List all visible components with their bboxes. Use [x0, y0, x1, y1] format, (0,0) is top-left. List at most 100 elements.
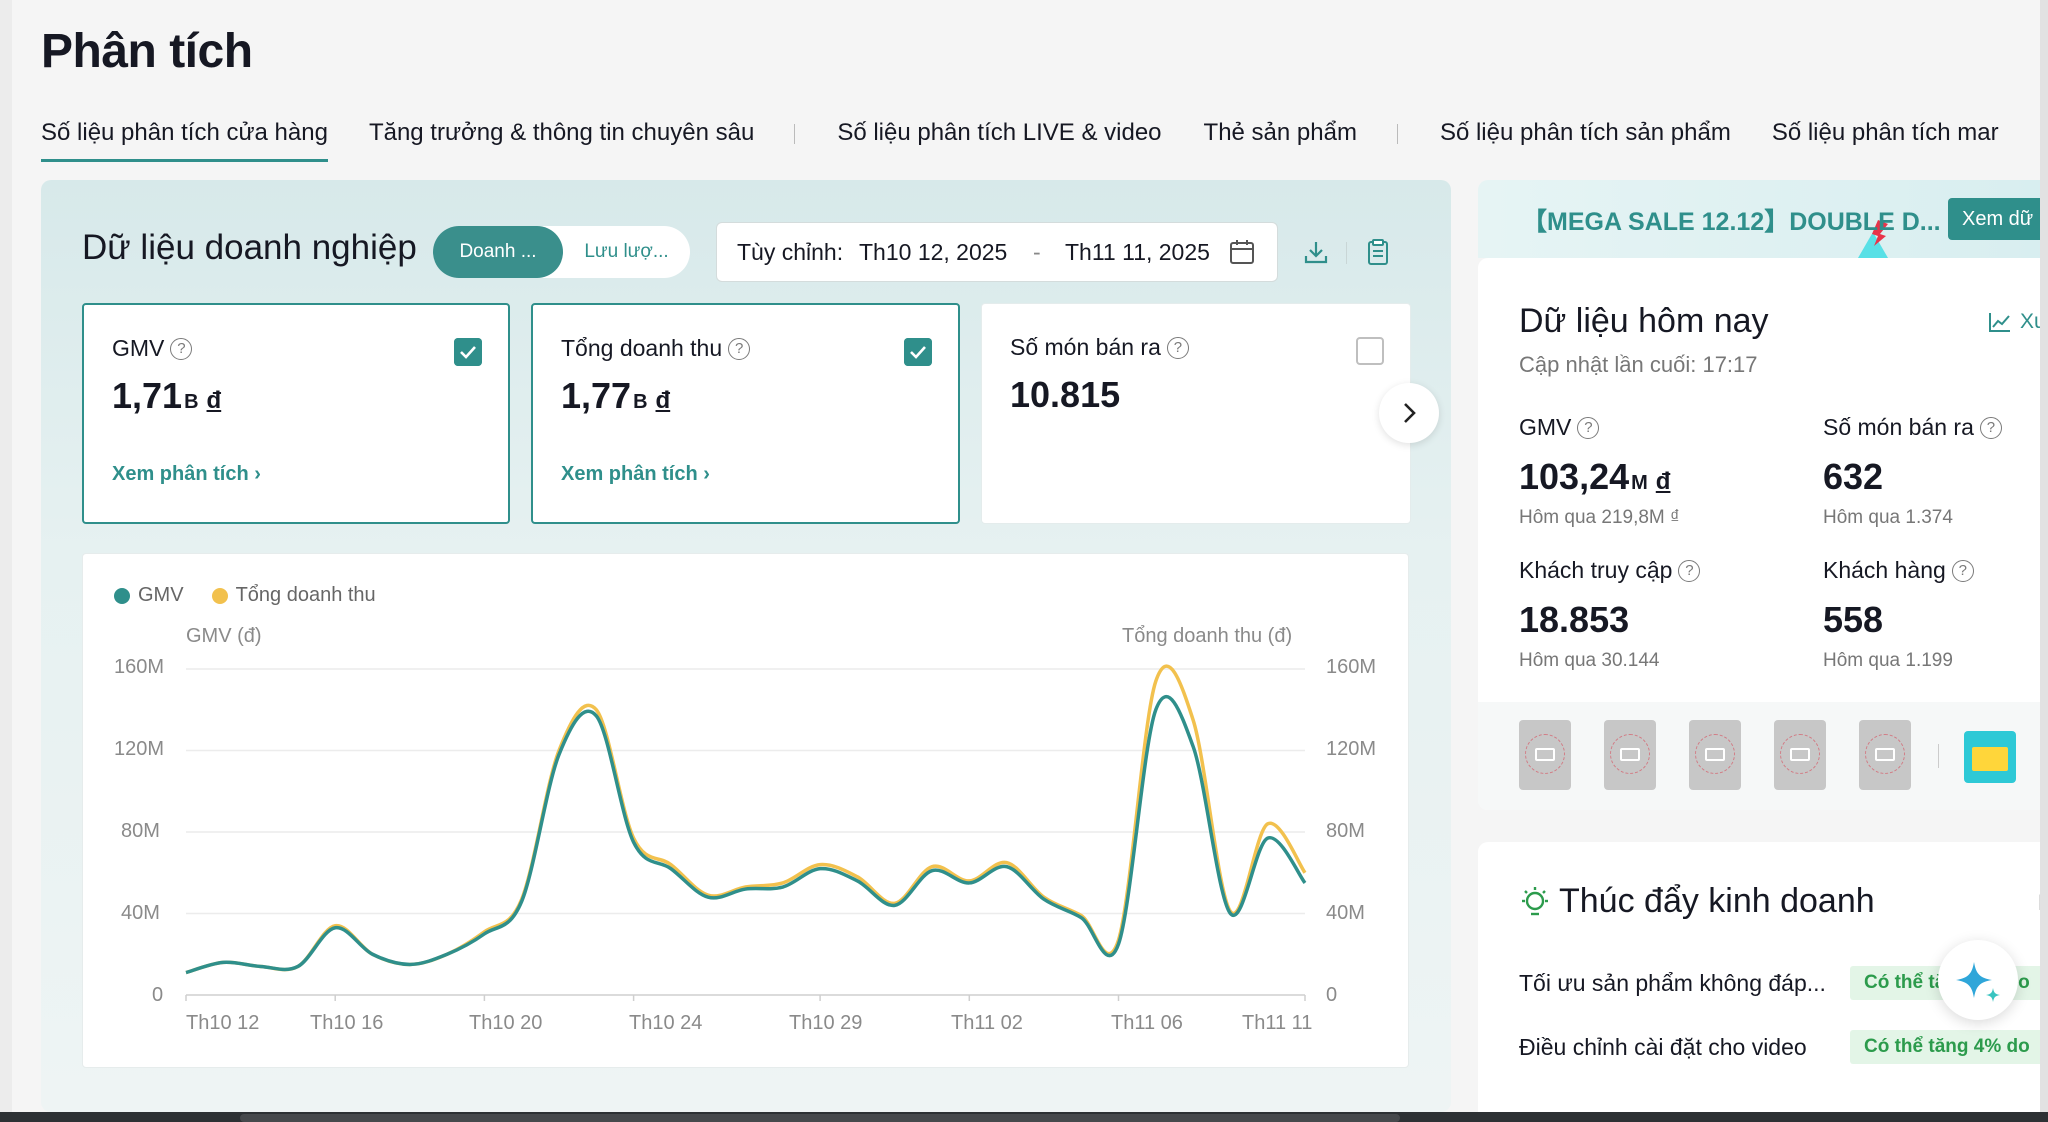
date-start[interactable]: Th10 12, 2025 — [859, 239, 1008, 265]
segment-revenue[interactable]: Doanh ... — [433, 226, 563, 278]
x-tick: Th10 12 — [186, 1012, 260, 1034]
toolbar-divider — [1346, 242, 1347, 264]
stat-previous: Hôm qua 30.144 — [1519, 650, 1660, 671]
video-thumbnail-icon[interactable] — [1519, 720, 1571, 790]
help-icon[interactable]: ? — [1166, 336, 1189, 359]
vertical-scrollbar[interactable] — [2040, 0, 2048, 1122]
metric-segment-control: Doanh ... Lưu lượ... — [433, 226, 690, 278]
trend-icon — [1989, 313, 2010, 332]
report-icon[interactable] — [1365, 238, 1391, 266]
stat-previous: Hôm qua 1.199 — [1823, 650, 1953, 671]
tab-divider — [794, 124, 796, 144]
segment-traffic[interactable]: Lưu lượ... — [584, 241, 669, 262]
x-tick: Th10 16 — [310, 1012, 384, 1034]
y-right-axis-title: Tổng doanh thu (đ) — [1122, 625, 1293, 647]
stat-previous: Hôm qua 219,8M ₫ — [1519, 507, 1680, 528]
legend-label-revenue[interactable]: Tổng doanh thu — [235, 584, 376, 606]
x-tick: Th10 20 — [469, 1012, 543, 1034]
promo-banner-text: 【MEGA SALE 12.12】DOUBLE D... — [1522, 208, 1941, 236]
tab-product-cards[interactable]: Thẻ sản phẩm — [1203, 119, 1357, 146]
view-analysis-link[interactable]: Xem phân tích › — [561, 463, 710, 485]
series-line-gmv[interactable] — [185, 694, 1307, 975]
today-data-title: Dữ liệu hôm nay — [1519, 302, 1769, 340]
video-thumbnail-icon[interactable] — [1689, 720, 1741, 790]
next-kpi-button[interactable] — [1379, 383, 1439, 443]
legend-label-gmv[interactable]: GMV — [138, 584, 184, 606]
x-tick: Th10 29 — [789, 1012, 863, 1034]
download-icon[interactable] — [1303, 238, 1329, 266]
tab-growth-insights[interactable]: Tăng trưởng & thông tin chuyên sâu — [368, 119, 755, 146]
check-icon[interactable] — [454, 338, 482, 366]
x-tick: Th10 24 — [629, 1012, 703, 1034]
sparkle-icon — [1956, 962, 2000, 1002]
y-right-tick: 0 — [1326, 984, 1338, 1006]
y-right-tick: 120M — [1326, 738, 1377, 760]
tab-marketing-analytics[interactable]: Số liệu phân tích mar — [1771, 119, 1999, 146]
y-right-tick: 40M — [1326, 902, 1365, 924]
kpi-unit: B — [184, 391, 199, 413]
chevron-right-icon — [1404, 403, 1416, 423]
checkbox-icon[interactable] — [1356, 337, 1384, 365]
check-icon[interactable] — [904, 338, 932, 366]
tab-store-analytics[interactable]: Số liệu phân tích cửa hàng — [41, 112, 328, 162]
stat-number: 103,24 — [1519, 456, 1630, 497]
legend-dot-revenue — [211, 587, 228, 604]
legend-dot-gmv — [114, 587, 130, 604]
kpi-label: GMV? — [112, 335, 193, 362]
window-edge — [0, 0, 12, 1122]
boost-item[interactable]: Điều chỉnh cài đặt cho video — [1519, 1034, 1807, 1060]
video-thumbnail-icon[interactable] — [1604, 720, 1656, 790]
calendar-icon[interactable] — [1229, 239, 1255, 265]
promo-banner[interactable]: 【MEGA SALE 12.12】DOUBLE D... Xem dữ li — [1478, 180, 2048, 258]
y-left-tick: 0 — [152, 984, 164, 1006]
business-boost-title: Thúc đẩy kinh doanh — [1559, 882, 1875, 920]
x-tick: Th11 02 — [951, 1012, 1023, 1034]
stat-label: Số món bán ra? — [1823, 414, 2002, 441]
stat-value: 18.853 — [1519, 599, 1630, 640]
thumb-divider — [1938, 744, 1939, 768]
horizontal-scrollbar[interactable] — [0, 1112, 2048, 1122]
voucher-thumbnail-icon[interactable] — [1964, 731, 2016, 783]
video-thumbnail-icon[interactable] — [1859, 720, 1911, 790]
date-range-picker[interactable]: Tùy chỉnh: Th10 12, 2025 - Th11 11, 2025 — [716, 222, 1278, 282]
y-left-tick: 120M — [114, 738, 165, 760]
kpi-label: Tổng doanh thu? — [561, 335, 751, 362]
help-icon[interactable]: ? — [1979, 416, 2002, 439]
help-icon[interactable]: ? — [1577, 416, 1600, 439]
stat-label-text: GMV — [1519, 414, 1572, 440]
tab-product-analytics[interactable]: Số liệu phân tích sản phẩm — [1439, 119, 1731, 146]
boost-item[interactable]: Tối ưu sản phẩm không đáp... — [1519, 970, 1826, 996]
kpi-label-text: Số món bán ra — [1010, 334, 1161, 360]
video-thumbnail-icon[interactable] — [1774, 720, 1826, 790]
tab-live-video-analytics[interactable]: Số liệu phân tích LIVE & video — [837, 119, 1162, 146]
x-tick: Th11 06 — [1111, 1012, 1183, 1034]
stat-label-text: Số món bán ra — [1823, 414, 1974, 440]
today-trend-link[interactable]: Xu — [1988, 310, 2046, 334]
y-left-tick: 80M — [121, 820, 160, 842]
help-icon[interactable]: ? — [728, 337, 751, 360]
stat-label: Khách truy cập? — [1519, 557, 1701, 584]
view-analysis-link[interactable]: Xem phân tích › — [112, 463, 261, 485]
stat-label: GMV? — [1519, 414, 1600, 441]
y-left-axis-title: GMV (đ) — [186, 625, 262, 647]
kpi-number: 10.815 — [1010, 374, 1121, 415]
kpi-card-items-sold[interactable]: Số món bán ra? 10.815 — [981, 303, 1411, 524]
help-icon[interactable]: ? — [1951, 559, 1974, 582]
stat-label: Khách hàng? — [1823, 557, 1974, 584]
date-end[interactable]: Th11 11, 2025 — [1065, 239, 1210, 265]
stat-label-text: Khách hàng — [1823, 557, 1946, 583]
stat-currency: đ — [1655, 468, 1671, 495]
date-separator: - — [1033, 239, 1041, 265]
ai-assistant-button[interactable] — [1938, 940, 2018, 1020]
kpi-label: Số món bán ra? — [1010, 334, 1189, 361]
help-icon[interactable]: ? — [170, 337, 193, 360]
stat-label-text: Khách truy cập — [1519, 557, 1673, 583]
kpi-label-text: GMV — [112, 335, 165, 361]
boost-item-tag: Có thể tăng 4% do — [1850, 1030, 2048, 1064]
help-icon[interactable]: ? — [1678, 559, 1701, 582]
promo-view-button[interactable]: Xem dữ li — [1948, 198, 2048, 240]
tab-divider — [1396, 124, 1398, 144]
